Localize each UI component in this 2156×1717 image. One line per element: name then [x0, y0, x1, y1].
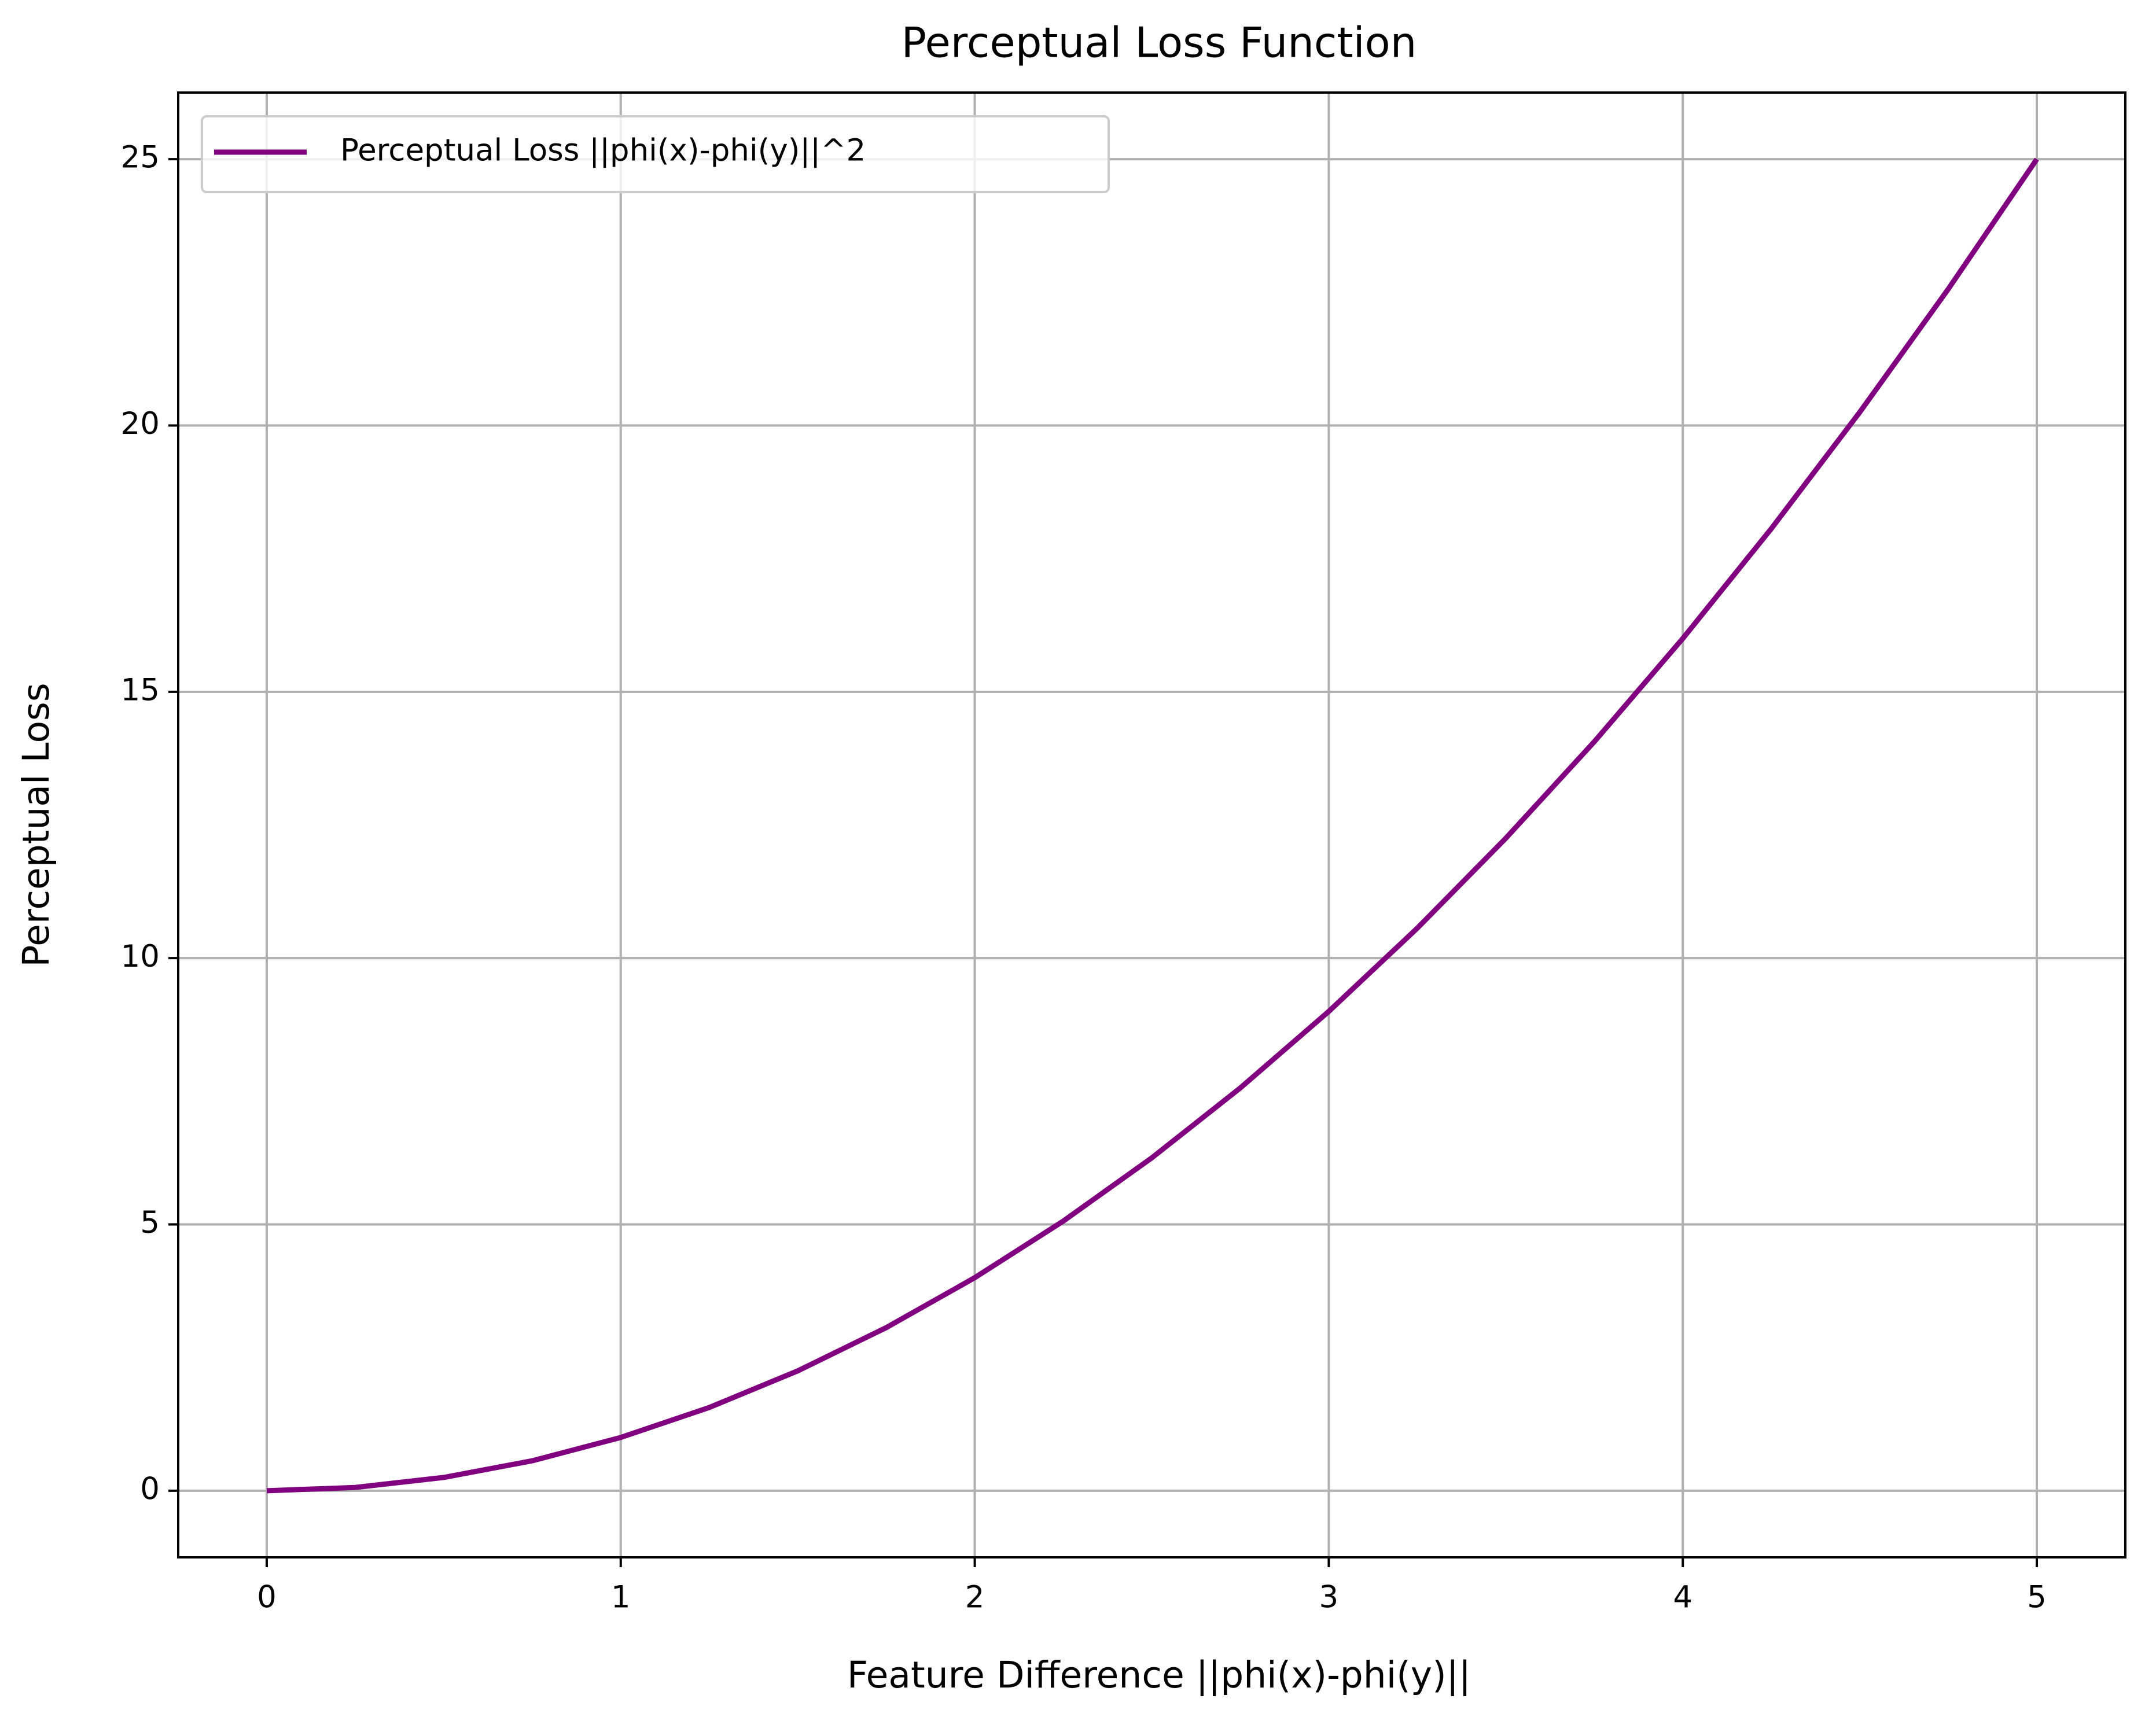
y-tick-label: 15 — [121, 672, 160, 708]
chart-title: Perceptual Loss Function — [902, 19, 1417, 67]
x-tick-label: 3 — [1319, 1580, 1339, 1615]
legend-box — [201, 115, 1110, 193]
x-tick-label: 0 — [257, 1580, 277, 1615]
y-tick-label: 20 — [121, 406, 160, 441]
x-axis-label: Feature Difference ||phi(x)-phi(y)|| — [847, 1654, 1471, 1697]
x-tick-label: 2 — [965, 1580, 985, 1615]
plot-frame — [177, 91, 2126, 1558]
y-tick-label: 5 — [140, 1205, 160, 1240]
line-series — [266, 157, 2039, 1494]
legend-label: Perceptual Loss ||phi(x)-phi(y)||^2 — [340, 133, 866, 168]
y-tick-label: 10 — [121, 939, 160, 974]
x-tick-label: 4 — [1673, 1580, 1693, 1615]
x-tick-label: 1 — [611, 1580, 631, 1615]
x-tick-label: 5 — [2027, 1580, 2047, 1615]
y-tick-label: 0 — [140, 1472, 160, 1507]
y-axis-label: Perceptual Loss — [15, 683, 57, 967]
y-tick-label: 25 — [121, 140, 160, 175]
